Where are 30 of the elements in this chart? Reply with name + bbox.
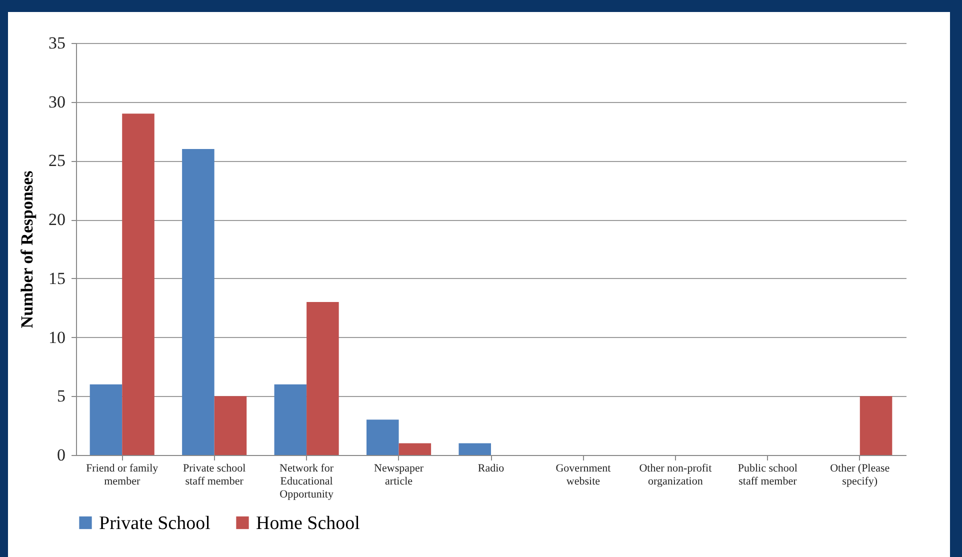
bar (398, 443, 432, 455)
legend-label: Home School (256, 512, 360, 534)
bar (274, 384, 307, 455)
y-tick-label: 15 (48, 268, 66, 288)
y-tick-label: 5 (57, 386, 66, 406)
bar (90, 384, 122, 455)
bar (860, 396, 892, 455)
bar (214, 396, 247, 455)
x-tick-label: Newspaper article (374, 462, 424, 488)
bar (306, 302, 339, 455)
x-tick-label: Friend or family member (86, 462, 159, 488)
x-tick-label: Radio (478, 462, 505, 474)
bar (458, 443, 491, 455)
y-tick-label: 30 (48, 92, 66, 112)
y-tick-label: 35 (48, 34, 66, 52)
bar (366, 420, 399, 455)
x-tick-label: Public school staff member (738, 462, 798, 488)
legend-label: Private School (99, 512, 210, 534)
y-tick-label: 25 (48, 151, 66, 170)
x-tick-label: Other (Please specify) (830, 462, 890, 488)
y-axis-title: Number of Responses (18, 170, 36, 328)
y-tick-label: 0 (57, 446, 66, 464)
bar (182, 148, 214, 455)
y-tick-label: 20 (48, 210, 66, 230)
bar (122, 114, 154, 455)
x-tick-label: Private school staff member (183, 462, 246, 488)
x-tick-label: Other non-profit organization (639, 462, 712, 488)
x-tick-label: Government website (556, 462, 611, 488)
y-tick-label: 10 (48, 328, 66, 347)
x-tick-label: Network for Educational Opportunity (280, 462, 334, 500)
